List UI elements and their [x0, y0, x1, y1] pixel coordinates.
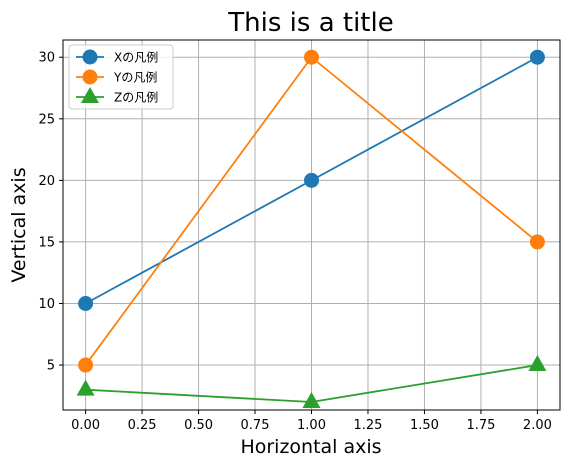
x-axis-ticks: 0.00 0.25 0.50 0.75 1.00 1.25 1.50 1.75 2.00: [71, 410, 552, 433]
series-0-point: [78, 295, 94, 311]
x-tick-label: 0.25: [128, 418, 157, 433]
x-tick-label: 1.00: [297, 418, 326, 433]
x-axis-label: Horizontal axis: [240, 436, 381, 458]
series-0-point: [529, 49, 545, 65]
y-tick-label: 5: [47, 359, 55, 374]
series-2-point: [76, 379, 95, 396]
legend-marker: [82, 49, 98, 65]
y-tick-label: 20: [38, 174, 55, 189]
chart-title: This is a title: [227, 8, 393, 38]
x-tick-label: 0.75: [241, 418, 270, 433]
legend-marker: [81, 87, 99, 103]
legend-marker: [82, 69, 98, 85]
legend: Xの凡例 Yの凡例 Zの凡例: [68, 44, 174, 110]
y-axis-ticks: 5 10 15 20 25 30: [38, 51, 63, 374]
x-tick-label: 1.25: [354, 418, 383, 433]
series-2-point: [302, 391, 321, 408]
y-tick-label: 30: [38, 51, 55, 66]
x-tick-label: 1.75: [466, 418, 495, 433]
series-0-point: [304, 172, 319, 188]
legend-label: Zの凡例: [114, 91, 158, 105]
legend-label: Xの凡例: [114, 51, 158, 65]
x-tick-label: 0.50: [184, 418, 213, 433]
y-tick-label: 15: [38, 235, 55, 250]
x-tick-label: 2.00: [523, 418, 552, 433]
series-layer: [76, 49, 547, 408]
series-1-point: [78, 357, 94, 373]
legend-label: Yの凡例: [113, 71, 157, 85]
x-tick-label: 1.50: [410, 418, 439, 433]
series-1-point: [529, 234, 545, 250]
y-tick-label: 10: [38, 297, 55, 312]
y-axis-label: Vertical axis: [8, 167, 30, 282]
x-tick-label: 0.00: [71, 418, 100, 433]
series-2-point: [528, 355, 547, 372]
y-tick-label: 25: [38, 112, 55, 127]
series-1-point: [304, 49, 319, 65]
